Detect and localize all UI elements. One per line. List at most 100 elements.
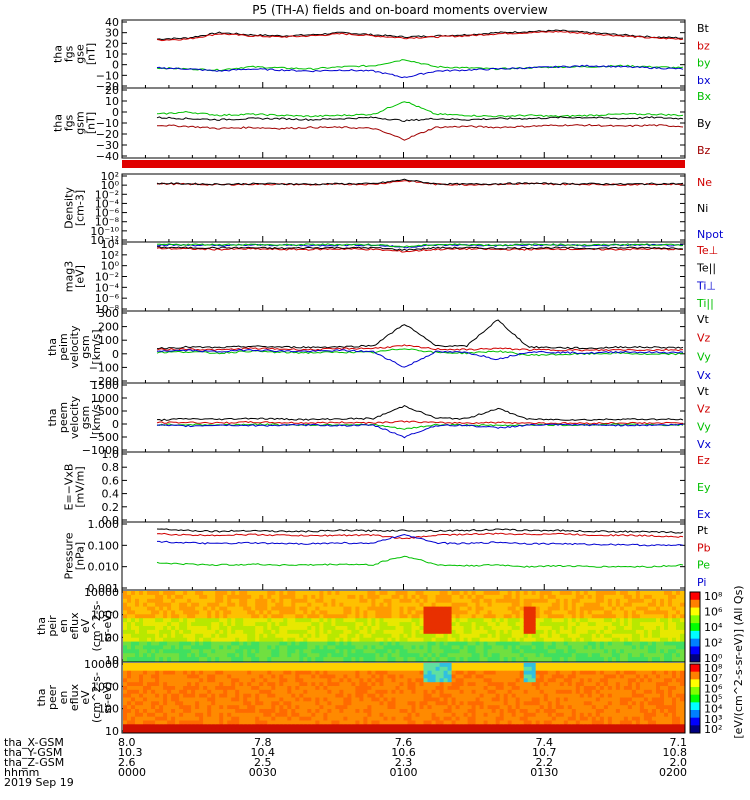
spectrogram-cell	[575, 594, 581, 600]
spectrogram-cell	[271, 701, 276, 706]
spectrogram-cell	[523, 666, 529, 672]
spectrogram-cell	[415, 682, 421, 687]
spectrogram-cell	[355, 682, 360, 687]
spectrogram-cell	[251, 666, 256, 672]
spectrogram-cell	[283, 686, 288, 691]
spectrogram-cell	[583, 594, 589, 600]
spectrogram-cell	[199, 606, 204, 612]
spectrogram-cell	[199, 598, 204, 604]
spectrogram-cell	[595, 649, 601, 654]
spectrogram-cell	[143, 629, 148, 635]
spectrogram-cell	[511, 709, 517, 714]
spectrogram-cell	[143, 693, 148, 699]
spectrogram-cell	[503, 686, 509, 691]
spectrogram-cell	[275, 602, 280, 608]
spectrogram-cell	[191, 709, 196, 714]
spectrogram-cell	[375, 682, 380, 687]
spectrogram-cell	[487, 657, 493, 662]
ytick-label: 0	[112, 418, 119, 431]
spectrogram-cell	[595, 598, 601, 604]
spectrogram-cell	[199, 697, 204, 702]
spectrogram-cell	[403, 637, 409, 643]
spectrogram-cell	[459, 697, 465, 702]
spectrogram-cell	[503, 724, 509, 729]
spectrogram-cell	[383, 626, 389, 631]
spectrogram-cell	[583, 598, 589, 604]
spectrogram-cell	[423, 641, 429, 647]
spectrogram-cell	[363, 697, 368, 702]
spectrogram-cell	[295, 641, 300, 647]
spectrogram-cell	[471, 602, 477, 608]
spectrogram-cell	[327, 693, 332, 699]
spectrogram-cell	[323, 641, 328, 647]
spectrogram-cell	[299, 674, 304, 679]
spectrogram-cell	[319, 693, 324, 699]
spectrogram-cell	[291, 720, 296, 725]
spectrogram-cell	[439, 724, 445, 729]
ytick-label: −100	[89, 361, 119, 374]
spectrogram-cell	[639, 614, 645, 619]
spectrogram-cell	[287, 724, 292, 729]
spectrogram-cell	[215, 653, 220, 658]
spectrogram-cell	[451, 591, 457, 596]
spectrogram-cell	[579, 637, 585, 643]
spectrogram-cell	[387, 670, 393, 676]
spectrogram-cell	[335, 712, 340, 718]
spectrogram-cell	[359, 670, 364, 676]
spectrogram-cell	[143, 591, 148, 596]
spectrogram-cell	[355, 645, 360, 650]
spectrogram-cell	[407, 686, 413, 691]
spectrogram-cell	[643, 633, 649, 639]
spectrogram-cell	[519, 674, 525, 679]
spectrogram-cell	[375, 649, 380, 654]
spectrogram-cell	[587, 598, 593, 604]
spectrogram-cell	[491, 602, 497, 608]
spectrogram-cell	[359, 663, 364, 668]
spectrogram-cell	[543, 682, 549, 687]
spectrogram-cell	[459, 674, 465, 679]
spectrogram-cell	[359, 682, 364, 687]
spectrogram-cell	[515, 629, 521, 635]
spectrogram-cell	[631, 653, 637, 658]
spectrogram-cell	[579, 649, 585, 654]
spectrogram-cell	[223, 591, 228, 596]
spectrogram-cell	[139, 724, 144, 729]
spectrogram-cell	[607, 637, 613, 643]
spectrogram-cell	[443, 666, 449, 672]
spectrogram-cell	[183, 682, 188, 687]
spectrogram-cell	[315, 591, 320, 596]
spectrogram-cell	[599, 649, 605, 654]
spectrogram-cell	[175, 649, 180, 654]
spectrogram-cell	[527, 670, 533, 676]
spectrogram-cell	[647, 637, 653, 643]
spectrogram-cell	[123, 629, 128, 635]
spectrogram-cell	[311, 622, 316, 627]
spectrogram-cell	[179, 724, 184, 729]
spectrogram-cell	[491, 633, 497, 639]
spectrogram-cell	[363, 682, 368, 687]
spectrogram-cell	[395, 649, 401, 654]
spectrogram-cell	[455, 686, 461, 691]
spectrogram-cell	[155, 674, 160, 679]
spectrogram-cell	[479, 724, 485, 729]
spectrogram-cell	[271, 657, 276, 662]
spectrogram-cell	[559, 602, 565, 608]
spectrogram-cell	[127, 720, 132, 725]
spectrogram-cell	[323, 633, 328, 639]
spectrogram-cell	[643, 614, 649, 619]
spectrogram-cell	[167, 724, 172, 729]
spectrogram-cell	[311, 653, 316, 658]
spectrogram-cell	[147, 610, 152, 615]
spectrogram-cell	[631, 610, 637, 615]
spectrogram-cell	[668, 594, 673, 600]
spectrogram-cell	[327, 645, 332, 650]
spectrogram-cell	[463, 649, 469, 654]
spectrogram-cell	[491, 678, 497, 683]
spectrogram-cell	[363, 610, 368, 615]
spectrogram-cell	[387, 693, 393, 699]
spectrogram-cell	[527, 693, 533, 699]
spectrogram-cell	[199, 622, 204, 627]
spectrogram-cell	[443, 686, 449, 691]
spectrogram-cell	[159, 728, 164, 733]
spectrogram-cell	[127, 629, 132, 635]
